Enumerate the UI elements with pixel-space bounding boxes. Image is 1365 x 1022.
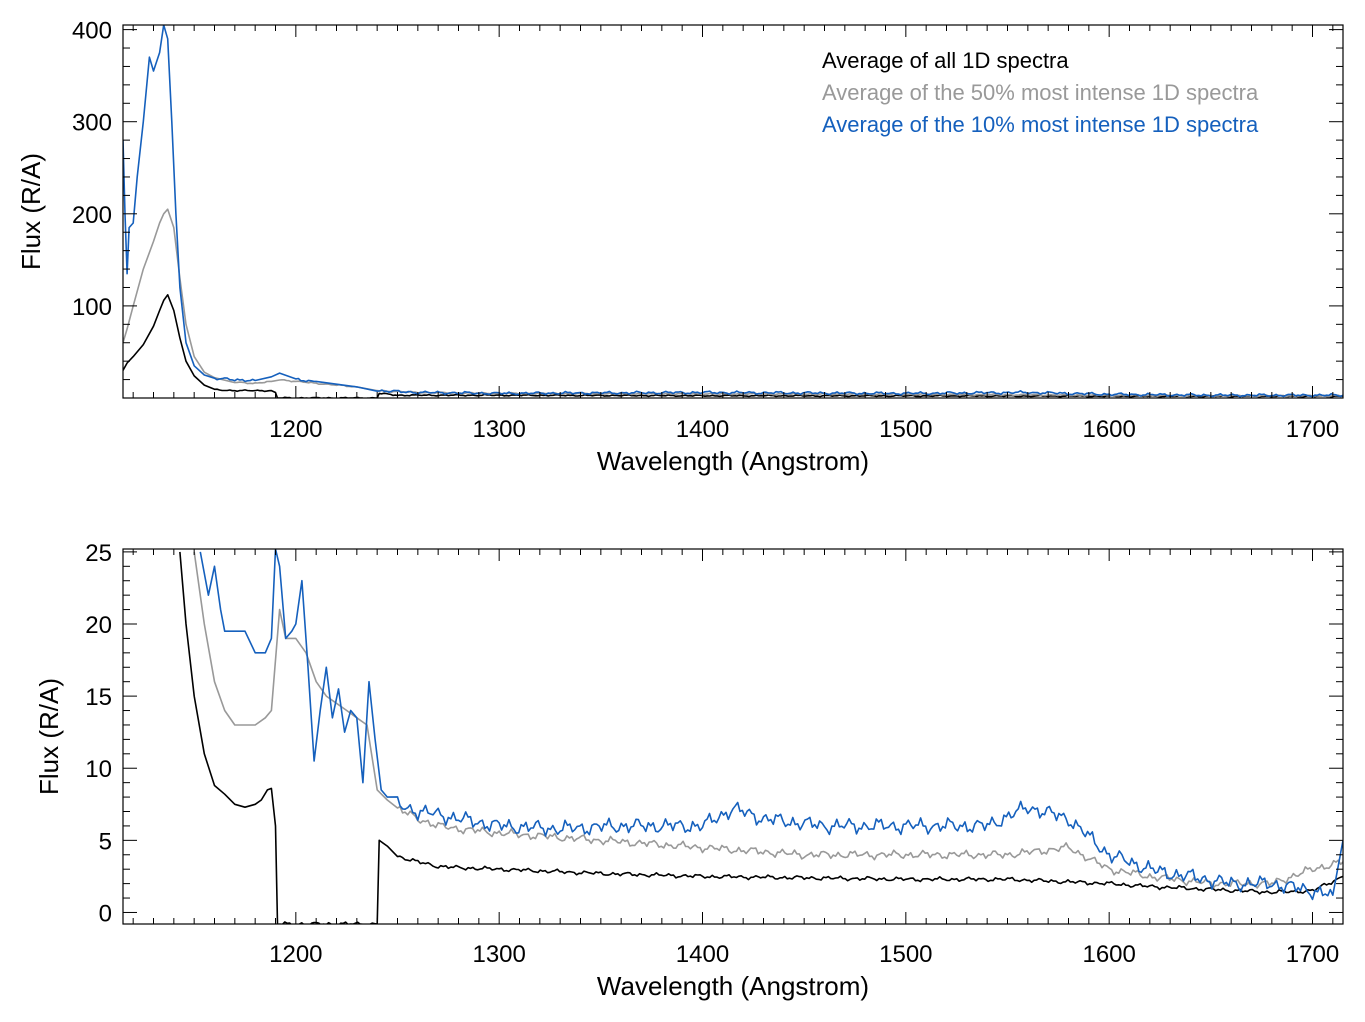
x-tick-label: 1700 [1286,941,1339,968]
y-tick-label: 15 [85,684,112,711]
y-tick-label: 10 [85,756,112,783]
series-line-top50 [193,551,1343,889]
y-tick-label: 100 [72,294,112,321]
y-tick-label: 20 [85,612,112,639]
plot-frame [122,24,1344,399]
x-tick-label: 1500 [879,416,932,443]
x-axis-title: Wavelength (Angstrom) [597,971,869,1001]
y-tick-label: 25 [85,540,112,567]
x-tick-label: 1600 [1082,416,1135,443]
y-axis-title: Flux (R/A) [34,678,64,795]
series-line-all [123,294,1343,398]
legend: Average of all 1D spectra Average of the … [822,48,1259,137]
x-tick-label: 1400 [676,941,729,968]
series-line-top50 [123,208,1343,398]
y-tick-label: 5 [99,828,112,855]
legend-entry-top50: Average of the 50% most intense 1D spect… [822,80,1259,105]
x-tick-label: 1200 [269,416,322,443]
top-spectra-panel: 1200 1300 1400 1500 1600 1700 100 200 300 400 Wave… [16,18,1344,476]
y-axis-title: Flux (R/A) [16,153,46,270]
y-tick-label: 300 [72,110,112,137]
legend-entry-top10: Average of the 10% most intense 1D spect… [822,112,1259,137]
plot-area [179,549,1343,924]
series-line-all [179,551,1343,924]
legend-entry-all: Average of all 1D spectra [822,48,1069,73]
x-tick-label: 1500 [879,941,932,968]
y-tick-label: 0 [99,900,112,927]
plot-frame [122,548,1344,925]
x-axis-title: Wavelength (Angstrom) [597,446,869,476]
x-tick-label: 1300 [472,416,525,443]
x-tick-label: 1300 [472,941,525,968]
series-line-top10 [123,25,1343,398]
x-tick-label: 1700 [1286,416,1339,443]
bottom-spectra-panel: 1200 1300 1400 1500 1600 1700 0 5 10 15 20 25 Wavele… [34,540,1344,1001]
x-tick-label: 1400 [676,416,729,443]
series-line-top10 [199,549,1343,901]
x-tick-label: 1600 [1082,941,1135,968]
x-tick-label: 1200 [269,941,322,968]
y-tick-label: 400 [72,18,112,45]
y-tick-label: 200 [72,202,112,229]
